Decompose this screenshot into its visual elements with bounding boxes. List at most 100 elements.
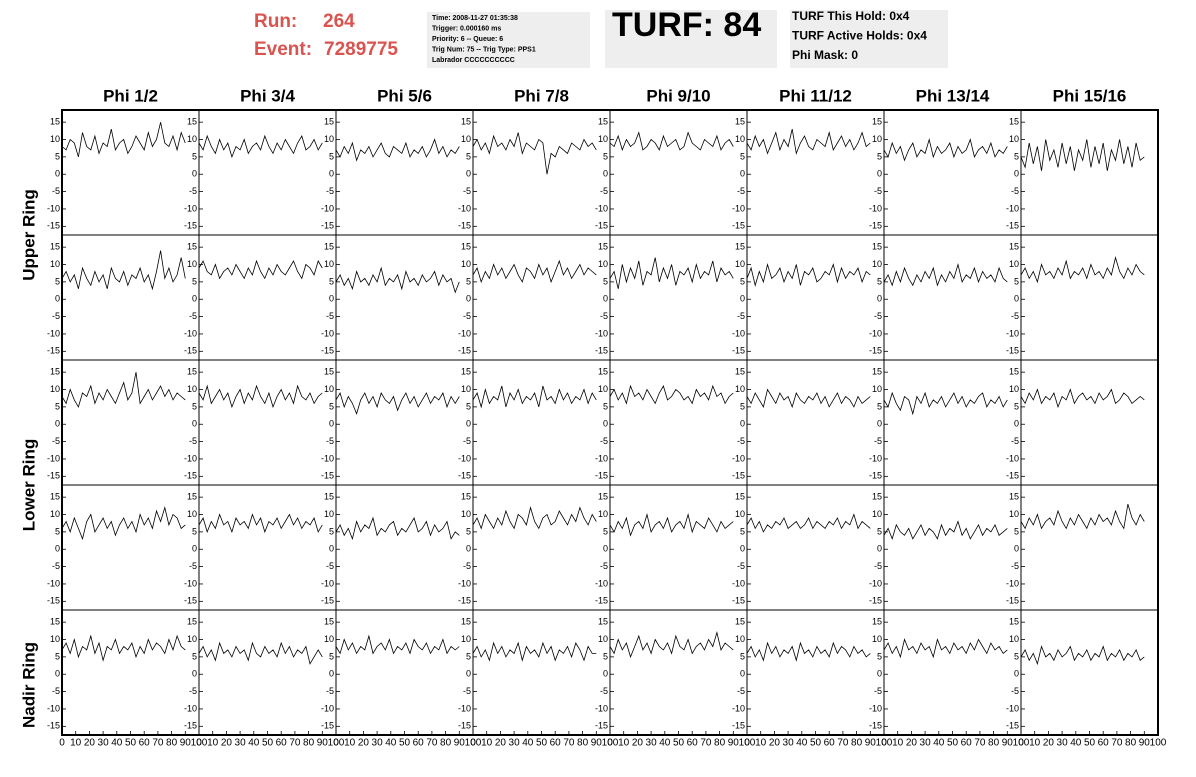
y-tick-label: 5 [603,526,608,536]
y-tick-label: 15 [461,242,471,252]
x-tick-label: 20 [906,738,918,749]
y-tick-label: -15 [732,471,745,481]
y-tick-label: -15 [732,346,745,356]
column-title: Phi 1/2 [103,86,158,105]
y-tick-label: -10 [595,328,608,338]
x-tick-label: 10 [618,738,630,749]
y-tick-label: -15 [458,471,471,481]
x-tick-label: 80 [577,738,589,749]
panel-frame [61,609,200,736]
y-tick-label: 0 [192,294,197,304]
y-tick-label: -15 [321,346,334,356]
y-tick-label: 15 [872,492,882,502]
panel-frame [472,609,611,736]
y-tick-label: 10 [461,384,471,394]
x-tick-label: 90 [1139,738,1151,749]
y-tick-label: -5 [326,561,334,571]
y-tick-label: 0 [1014,169,1019,179]
waveform [883,638,1008,659]
panel-frame [883,484,1022,611]
y-tick-label: 0 [1014,669,1019,679]
y-tick-label: -15 [869,596,882,606]
y-tick-label: -10 [458,578,471,588]
y-tick-label: 5 [192,151,197,161]
x-tick-label: 30 [98,738,110,749]
y-tick-label: 10 [735,259,745,269]
y-tick-label: 5 [1014,651,1019,661]
y-tick-label: -5 [326,686,334,696]
y-tick-label: -5 [874,561,882,571]
y-tick-label: 15 [187,242,197,252]
x-tick-label: 100 [739,738,756,749]
y-tick-label: 5 [466,151,471,161]
y-tick-label: -5 [326,311,334,321]
panel-frame [746,484,885,611]
panel-frame [746,359,885,486]
y-tick-label: 10 [735,509,745,519]
y-tick-label: 5 [329,276,334,286]
panel-frame [609,359,748,486]
y-tick-label: -10 [732,578,745,588]
y-tick-label: 0 [740,544,745,554]
y-tick-label: -5 [874,686,882,696]
y-tick-label: -15 [47,346,60,356]
x-tick-label: 70 [563,738,575,749]
x-tick-label: 100 [191,738,208,749]
y-tick-label: 5 [877,151,882,161]
y-tick-label: 0 [466,294,471,304]
y-tick-label: 15 [1009,242,1019,252]
panel-frame [609,609,748,736]
y-tick-label: 5 [55,151,60,161]
y-tick-label: -15 [47,721,60,731]
waveform [1020,139,1145,171]
y-tick-label: 10 [187,259,197,269]
y-tick-label: 10 [598,134,608,144]
x-tick-label: 40 [385,738,397,749]
info-box [427,12,590,68]
y-tick-label: -10 [184,453,197,463]
y-tick-label: 5 [1014,276,1019,286]
panel-frame [61,484,200,611]
y-tick-label: 10 [1009,259,1019,269]
x-tick-label: 70 [289,738,301,749]
panel-frame [335,109,474,236]
x-tick-label: 10 [755,738,767,749]
y-tick-label: 5 [877,276,882,286]
y-tick-label: -5 [1011,686,1019,696]
y-tick-label: 0 [329,294,334,304]
panel-frame [883,234,1022,361]
waveform [472,385,597,409]
y-tick-label: 10 [1009,509,1019,519]
x-tick-label: 30 [509,738,521,749]
panel-frame [746,109,885,236]
row-title: Upper Ring [19,189,38,281]
waveform [335,392,460,416]
waveform [198,513,323,534]
y-tick-label: -5 [1011,436,1019,446]
row-title: Lower Ring [19,439,38,532]
x-tick-label: 50 [125,738,137,749]
y-tick-label: 10 [50,509,60,519]
y-tick-label: 15 [461,492,471,502]
x-tick-label: 0 [333,738,339,749]
x-tick-label: 20 [632,738,644,749]
y-tick-label: 5 [192,526,197,536]
y-tick-label: -5 [874,311,882,321]
row-title: Nadir Ring [19,642,38,728]
panel-frame [198,109,337,236]
run-label: Run: [254,11,297,32]
waveform [1020,388,1145,409]
panel-frame [198,484,337,611]
panel-frame [472,234,611,361]
y-tick-label: 15 [872,617,882,627]
panel-frame [335,234,474,361]
y-tick-label: -10 [458,453,471,463]
x-tick-label: 40 [1070,738,1082,749]
y-tick-label: -10 [732,203,745,213]
y-tick-label: 15 [735,242,745,252]
y-tick-label: 0 [877,544,882,554]
x-tick-label: 30 [646,738,658,749]
x-tick-label: 0 [1018,738,1024,749]
y-tick-label: -15 [458,346,471,356]
y-tick-label: 10 [324,384,334,394]
